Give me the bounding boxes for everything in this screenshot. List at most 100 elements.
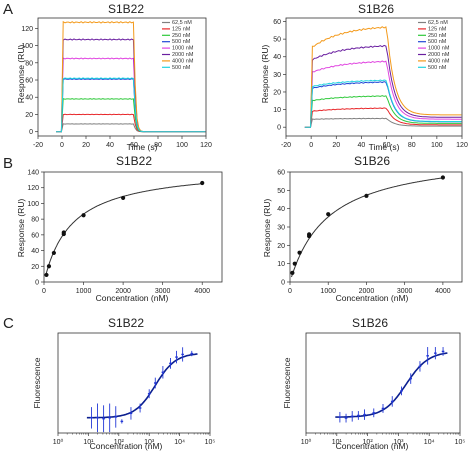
- x-tick-label: 10⁵: [455, 439, 466, 446]
- data-point: [81, 213, 86, 218]
- sensorgram-line: [304, 117, 462, 128]
- chart-title: S1B26: [354, 154, 390, 168]
- y-axis-label: Fluorescence: [32, 357, 42, 408]
- legend-label: 250 nM: [428, 33, 447, 39]
- x-tick-label: -20: [33, 142, 43, 149]
- y-axis-label: Response (RU): [16, 45, 26, 104]
- x-axis-label: Time (s): [369, 142, 400, 152]
- y-axis-label: Fluorescence: [282, 357, 292, 408]
- chart-b2: S1B26 Concentration (nM) Response (RU) 0…: [262, 154, 463, 303]
- x-tick-label: -20: [281, 142, 291, 149]
- chart-title: S1B22: [108, 316, 144, 330]
- x-tick-label: 10⁴: [174, 439, 185, 446]
- x-tick-label: 80: [154, 142, 162, 149]
- y-tick-label: 50: [273, 37, 281, 44]
- data-point: [307, 232, 312, 237]
- sensorgram-line: [304, 95, 462, 128]
- panel-letter-c: C: [3, 315, 14, 332]
- data-point: [44, 272, 49, 278]
- x-tick-label: 10¹: [83, 439, 94, 446]
- y-tick-label: 60: [31, 232, 39, 239]
- y-tick-label: 60: [277, 170, 285, 177]
- data-point: [292, 261, 297, 266]
- x-tick-label: 10²: [363, 439, 374, 446]
- y-tick-label: 50: [277, 188, 285, 195]
- plot-frame: [37, 17, 207, 137]
- x-tick-label: 4000: [435, 288, 451, 295]
- y-tick-label: 20: [25, 112, 33, 119]
- legend-label: 500 nM: [172, 65, 191, 71]
- legend-label: 62,5 nM: [172, 20, 192, 26]
- x-tick-label: 20: [82, 142, 90, 149]
- y-tick-label: 120: [21, 26, 33, 33]
- y-tick-label: 0: [281, 280, 285, 287]
- sensorgram-line: [304, 81, 462, 128]
- x-tick-label: 10⁵: [205, 439, 216, 446]
- x-tick-label: 4000: [194, 288, 210, 295]
- plot-frame: [285, 17, 463, 137]
- x-tick-label: 3000: [155, 288, 171, 295]
- y-axis-label: Response (RU): [16, 199, 26, 258]
- y-tick-label: 60: [25, 78, 33, 85]
- y-tick-label: 10: [273, 107, 281, 114]
- x-tick-label: 10³: [393, 439, 404, 446]
- chart-title: S1B26: [352, 316, 388, 330]
- plot-frame: [43, 171, 223, 283]
- data-point: [61, 230, 66, 235]
- y-tick-label: 100: [27, 201, 39, 208]
- data-point: [290, 270, 295, 275]
- plot-frame: [305, 332, 461, 434]
- legend-label: 125 nM: [172, 26, 191, 32]
- panel-letter-a: A: [3, 1, 13, 18]
- x-tick-label: 2000: [359, 288, 375, 295]
- legend-label: 4000 nM: [428, 58, 450, 64]
- data-point: [440, 175, 445, 180]
- plot-frame: [289, 171, 463, 283]
- legend-label: 2000 nM: [172, 52, 194, 58]
- legend-label: 500 nM: [428, 65, 447, 71]
- y-tick-label: 100: [21, 43, 33, 50]
- x-tick-label: 1000: [320, 288, 336, 295]
- y-tick-label: 80: [25, 60, 33, 67]
- sensorgram-line: [304, 107, 462, 128]
- fit-curve: [291, 177, 443, 278]
- chart-title: S1B22: [108, 2, 144, 16]
- legend-label: 2000 nM: [428, 52, 450, 58]
- plot-frame: [57, 332, 211, 434]
- y-tick-label: 40: [31, 248, 39, 255]
- x-tick-label: 40: [106, 142, 114, 149]
- legend-label: 500 nM: [172, 39, 191, 45]
- x-tick-label: 120: [200, 142, 212, 149]
- y-tick-label: 140: [27, 170, 39, 177]
- data-point: [364, 193, 369, 198]
- x-axis-label: Concentration (nM): [336, 293, 409, 303]
- chart-a1: S1B22 Time (s) Response (RU) -20 0 20 40 60 8…: [16, 2, 212, 152]
- x-tick-label: 10¹: [332, 439, 343, 446]
- y-tick-label: 30: [277, 225, 285, 232]
- sensorgram-line: [56, 123, 206, 133]
- legend-label: 250 nM: [172, 33, 191, 39]
- fit-curve: [335, 352, 448, 418]
- y-tick-label: 80: [31, 217, 39, 224]
- y-tick-label: 20: [273, 89, 281, 96]
- x-tick-label: 10⁴: [424, 439, 435, 446]
- sensorgram-line: [304, 79, 462, 128]
- data-point: [297, 250, 302, 255]
- legend-label: 500 nM: [428, 39, 447, 45]
- x-tick-label: 2000: [115, 288, 131, 295]
- sensorgram-line: [56, 113, 206, 133]
- x-tick-label: 60: [383, 142, 391, 149]
- y-tick-label: 40: [25, 95, 33, 102]
- sensorgram-line: [304, 60, 462, 128]
- x-tick-label: 0: [288, 288, 292, 295]
- chart-b1: S1B22 Concentration (nM) Response (RU) 0…: [16, 154, 223, 303]
- x-tick-label: 100: [176, 142, 188, 149]
- y-tick-label: 120: [27, 185, 39, 192]
- chart-title: S1B26: [358, 2, 394, 16]
- x-tick-label: 3000: [397, 288, 413, 295]
- y-tick-label: 0: [35, 280, 39, 287]
- y-tick-label: 40: [273, 54, 281, 61]
- data-point: [200, 180, 205, 186]
- y-tick-label: 60: [273, 19, 281, 26]
- x-tick-label: 40: [358, 142, 366, 149]
